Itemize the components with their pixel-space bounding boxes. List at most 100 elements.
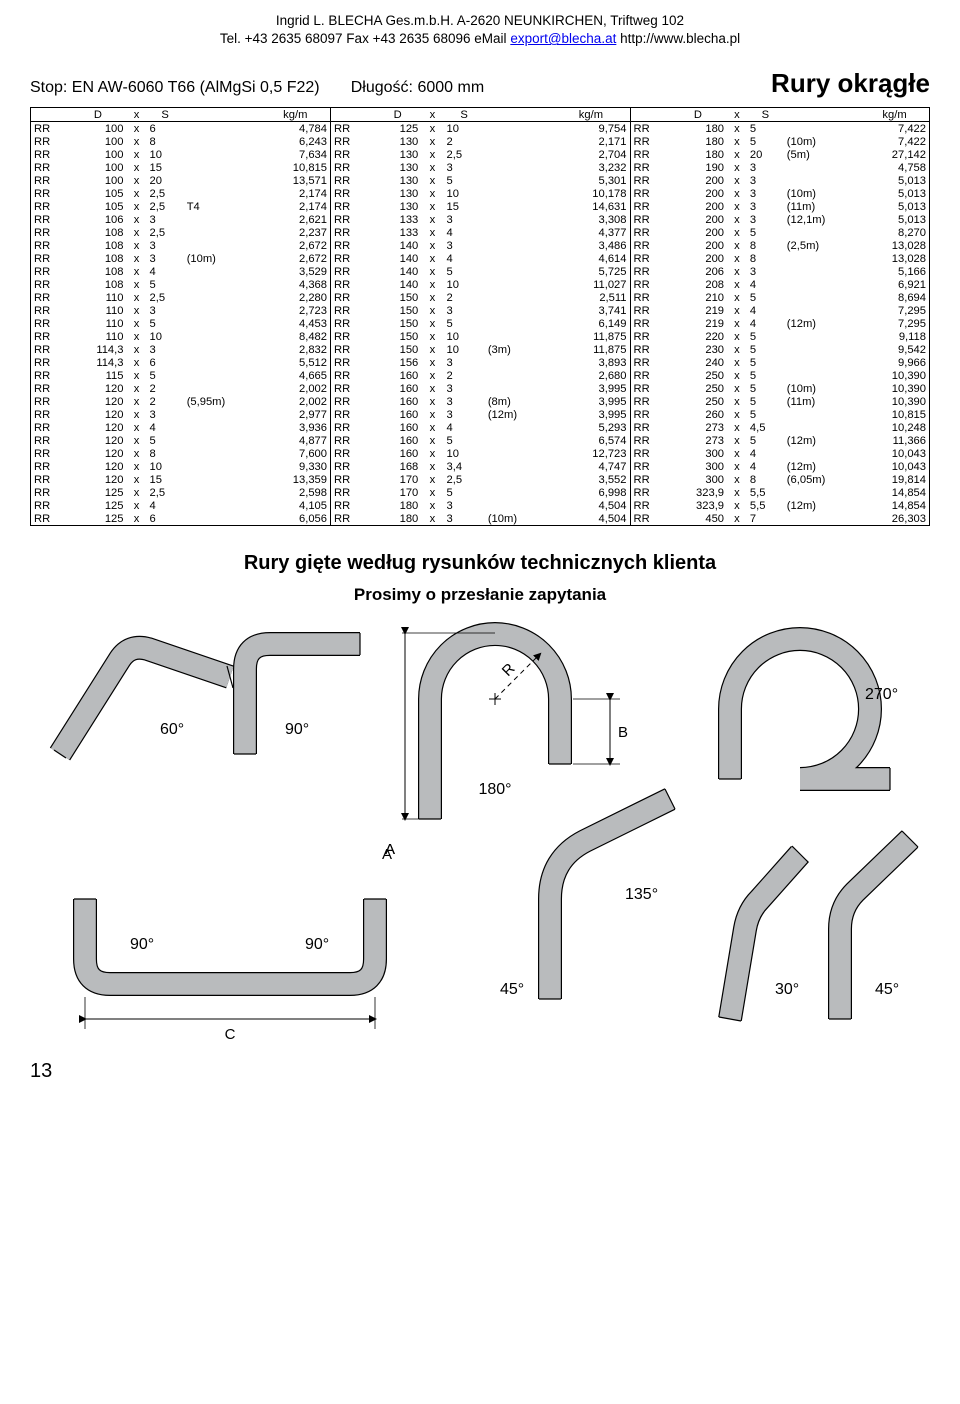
table-row: RR219x4(12m)7,295	[630, 317, 929, 330]
pipe-180: R B A	[385, 633, 628, 858]
header-line1: Ingrid L. BLECHA Ges.m.b.H. A-2620 NEUNK…	[30, 12, 930, 30]
table-row: RR108x3(10m)2,672	[31, 252, 330, 265]
table-row: RR115x54,665	[31, 369, 330, 382]
pipe-u-frame	[74, 899, 386, 1029]
table-row: RR150x33,741	[331, 304, 630, 317]
table-row: RR130x22,171	[331, 135, 630, 148]
table-row: RR260x510,815	[630, 408, 929, 421]
label-180: 180°	[478, 781, 511, 798]
table-row: RR200x3(11m)5,013	[630, 200, 929, 213]
table-row: RR108x32,672	[31, 239, 330, 252]
table-row: RR100x1510,815	[31, 161, 330, 174]
table-row: RR125x44,105	[31, 499, 330, 512]
table-row: RR200x813,028	[630, 252, 929, 265]
table-row: RR120x22,002	[31, 382, 330, 395]
table-row: RR160x56,574	[331, 434, 630, 447]
table-row: RR120x1513,359	[31, 473, 330, 486]
table-row: RR200x8(2,5m)13,028	[630, 239, 929, 252]
table-row: RR108x54,368	[31, 278, 330, 291]
page-title: Rury okrągłe	[771, 68, 930, 99]
label-90-r: 90°	[305, 936, 329, 953]
table-row: RR323,9x5,514,854	[630, 486, 929, 499]
section-subtitle: Prosimy o przesłanie zapytania	[30, 585, 930, 605]
page-number: 13	[30, 1060, 930, 1083]
table-row: RR160x3(8m)3,995	[331, 395, 630, 408]
label-60: 60°	[160, 721, 184, 738]
table-row: RR160x1012,723	[331, 447, 630, 460]
table-row: RR180x34,504	[331, 499, 630, 512]
table-row: RR190x34,758	[630, 161, 929, 174]
table-row: RR300x410,043	[630, 447, 929, 460]
table-row: RR130x33,232	[331, 161, 630, 174]
table-row: RR120x43,936	[31, 421, 330, 434]
spec-row: Stop: EN AW-6060 T66 (AlMgSi 0,5 F22) Dł…	[30, 68, 930, 99]
table-row: RR130x55,301	[331, 174, 630, 187]
svg-text:R: R	[499, 660, 519, 680]
email-link[interactable]: export@blecha.at	[510, 31, 616, 46]
table-row: RR156x33,893	[331, 356, 630, 369]
table-row: RR208x46,921	[630, 278, 929, 291]
table-row: RR200x35,013	[630, 174, 929, 187]
table-row: RR160x3(12m)3,995	[331, 408, 630, 421]
table-1: DxSkg/mRR100x64,784RR100x86,243RR100x107…	[31, 108, 330, 525]
table-row: RR120x87,600	[31, 447, 330, 460]
table-row: RR180x5(10m)7,422	[630, 135, 929, 148]
table-row: RR133x44,377	[331, 226, 630, 239]
label-90-top: 90°	[285, 721, 309, 738]
table-row: RR180x20(5m)27,142	[630, 148, 929, 161]
table-row: RR168x3,44,747	[331, 460, 630, 473]
label-270: 270°	[865, 686, 898, 703]
table-row: RR273x5(12m)11,366	[630, 434, 929, 447]
label-45-right: 45°	[875, 981, 899, 998]
table-row: RR100x86,243	[31, 135, 330, 148]
table-row: RR110x2,52,280	[31, 291, 330, 304]
table-row: RR150x56,149	[331, 317, 630, 330]
table-row: RR160x33,995	[331, 382, 630, 395]
label-30: 30°	[775, 981, 799, 998]
table-row: RR300x4(12m)10,043	[630, 460, 929, 473]
table-3: DxSkg/mRR180x57,422RR180x5(10m)7,422RR18…	[630, 108, 930, 525]
table-row: RR210x58,694	[630, 291, 929, 304]
table-row: RR180x3(10m)4,504	[331, 512, 630, 525]
table-row: RR120x2(5,95m)2,002	[31, 395, 330, 408]
table-row: RR206x35,166	[630, 265, 929, 278]
dimA-text: A	[382, 846, 392, 863]
table-row: RR300x8(6,05m)19,814	[630, 473, 929, 486]
table-row: RR125x66,056	[31, 512, 330, 525]
table-row: RR250x5(11m)10,390	[630, 395, 929, 408]
pipe-45-right	[829, 831, 918, 1019]
table-row: RR160x22,680	[331, 369, 630, 382]
table-row: RR108x2,52,237	[31, 226, 330, 239]
table-row: RR100x2013,571	[31, 174, 330, 187]
header-line2: Tel. +43 2635 68097 Fax +43 2635 68096 e…	[30, 30, 930, 48]
table-row: RR110x54,453	[31, 317, 330, 330]
table-row: RR105x2,52,174	[31, 187, 330, 200]
table-row: RR200x58,270	[630, 226, 929, 239]
table-row: RR108x43,529	[31, 265, 330, 278]
table-row: RR170x2,53,552	[331, 473, 630, 486]
table-row: RR120x54,877	[31, 434, 330, 447]
table-row: RR114,3x65,512	[31, 356, 330, 369]
data-tables: DxSkg/mRR100x64,784RR100x86,243RR100x107…	[30, 107, 930, 526]
table-row: RR150x10(3m)11,875	[331, 343, 630, 356]
table-row: RR240x59,966	[630, 356, 929, 369]
table-row: RR110x32,723	[31, 304, 330, 317]
spec-left: Stop: EN AW-6060 T66 (AlMgSi 0,5 F22) Dł…	[30, 79, 771, 97]
table-row: RR130x1010,178	[331, 187, 630, 200]
table-2: DxSkg/mRR125x109,754RR130x22,171RR130x2,…	[330, 108, 630, 525]
table-row: RR140x33,486	[331, 239, 630, 252]
table-row: RR130x2,52,704	[331, 148, 630, 161]
table-row: RR170x56,998	[331, 486, 630, 499]
table-row: RR100x107,634	[31, 148, 330, 161]
table-row: RR250x510,390	[630, 369, 929, 382]
table-row: RR120x109,330	[31, 460, 330, 473]
table-row: RR230x59,542	[630, 343, 929, 356]
table-row: RR273x4,510,248	[630, 421, 929, 434]
table-row: RR110x108,482	[31, 330, 330, 343]
table-row: RR133x33,308	[331, 213, 630, 226]
table-row: RR180x57,422	[630, 122, 929, 136]
table-row: RR200x3(12,1m)5,013	[630, 213, 929, 226]
label-90-l: 90°	[130, 936, 154, 953]
table-row: RR323,9x5,5(12m)14,854	[630, 499, 929, 512]
table-row: RR220x59,118	[630, 330, 929, 343]
